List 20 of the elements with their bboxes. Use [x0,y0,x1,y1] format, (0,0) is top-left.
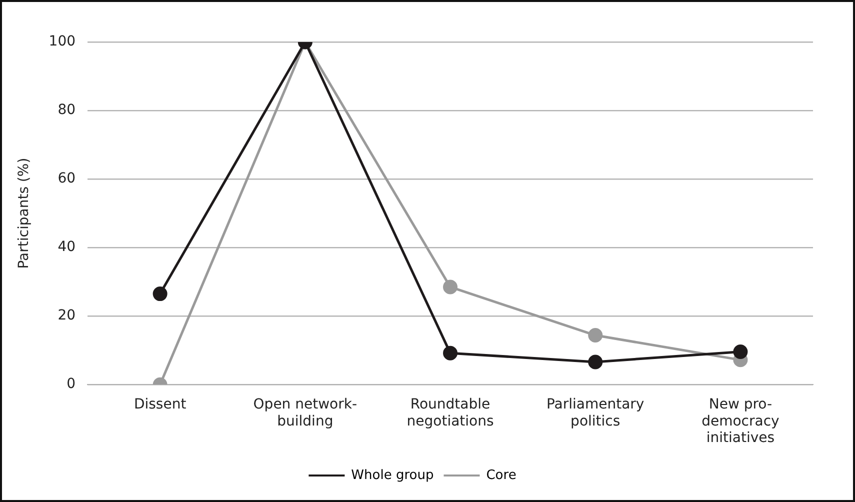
y-tick-label: 60 [58,170,76,187]
point [443,280,458,294]
point [588,354,603,370]
x-tick-label: Roundtable negotiations [406,396,494,430]
x-tick-label: Open network-building [253,396,358,430]
point [443,346,458,360]
x-tick-label: Parliamentary politics [546,396,644,430]
y-tick-label: 0 [66,376,76,392]
x-tick-label: Dissent [134,396,187,413]
y-tick-label: 100 [48,34,76,50]
y-tick-label: 20 [58,308,76,324]
y-axis-title: Participants (%) [16,158,32,269]
legend-label: Core [486,468,516,483]
legend-label: Whole group [351,468,434,483]
point [733,344,748,359]
point [588,328,603,343]
y-tick-label: 40 [58,239,76,256]
x-tick-label: New pro-democracy initiatives [702,396,780,446]
point [152,286,168,302]
y-tick-label: 80 [58,102,76,118]
